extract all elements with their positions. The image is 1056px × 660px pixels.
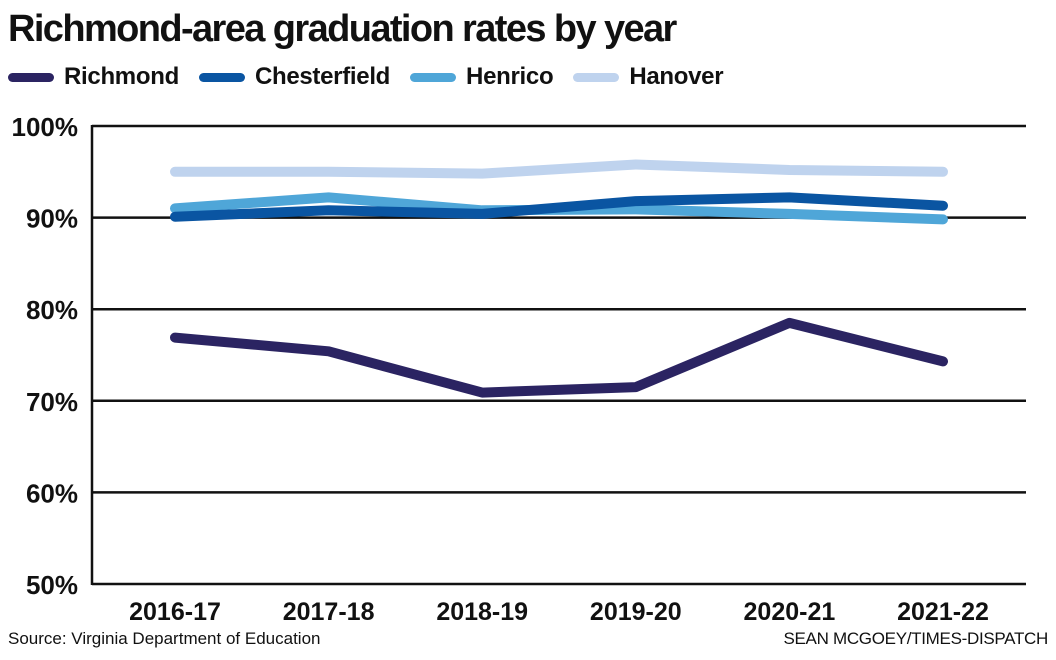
legend-label-henrico: Henrico <box>466 63 554 90</box>
gridlines <box>92 124 1026 586</box>
legend-swatch-hanover <box>573 72 620 82</box>
legend-label-richmond: Richmond <box>64 63 179 90</box>
legend-swatch-chesterfield <box>198 72 245 82</box>
legend-item-chesterfield: Chesterfield <box>198 63 391 91</box>
legend-item-henrico: Henrico <box>410 63 554 91</box>
y-tick-label-60: 60% <box>26 478 78 508</box>
y-tick-label-70: 70% <box>26 387 78 417</box>
legend-item-richmond: Richmond <box>8 63 179 91</box>
series-line-chesterfield <box>170 192 948 222</box>
y-tick-label-100: 100% <box>12 112 79 142</box>
x-tick-label-2016-17: 2016-17 <box>129 598 221 625</box>
x-tick-label-2020-21: 2020-21 <box>744 598 836 625</box>
chart-title: Richmond-area graduation rates by year <box>8 8 677 50</box>
legend-swatch-henrico <box>410 72 457 82</box>
legend-label-chesterfield: Chesterfield <box>254 63 391 90</box>
y-tick-label-80: 80% <box>26 295 78 325</box>
series-line-richmond <box>170 317 948 398</box>
credit-note: SEAN MCGOEY/TIMES-DISPATCH <box>783 629 1048 648</box>
source-note: Source: Virginia Department of Education <box>8 629 321 648</box>
legend: Richmond Chesterfield Henrico Hanover <box>8 60 743 94</box>
line-chart: 50% 60% 70% 80% 90% 100% 2016-17 2017-18 2018-19… <box>12 112 1026 625</box>
x-tick-label-2021-22: 2021-22 <box>897 598 989 625</box>
tick-labels: 50% 60% 70% 80% 90% 100% 2016-17 2017-18 2018-19… <box>12 112 989 625</box>
series-lines <box>170 159 948 398</box>
series-line-hanover <box>170 159 948 179</box>
legend-swatch-richmond <box>8 72 54 82</box>
x-tick-label-2019-20: 2019-20 <box>590 598 682 625</box>
legend-item-hanover: Hanover <box>573 63 724 91</box>
y-tick-label-90: 90% <box>26 204 78 234</box>
x-tick-label-2018-19: 2018-19 <box>436 598 528 625</box>
legend-label-hanover: Hanover <box>629 63 724 90</box>
x-tick-label-2017-18: 2017-18 <box>283 598 375 625</box>
y-tick-label-50: 50% <box>26 570 78 600</box>
